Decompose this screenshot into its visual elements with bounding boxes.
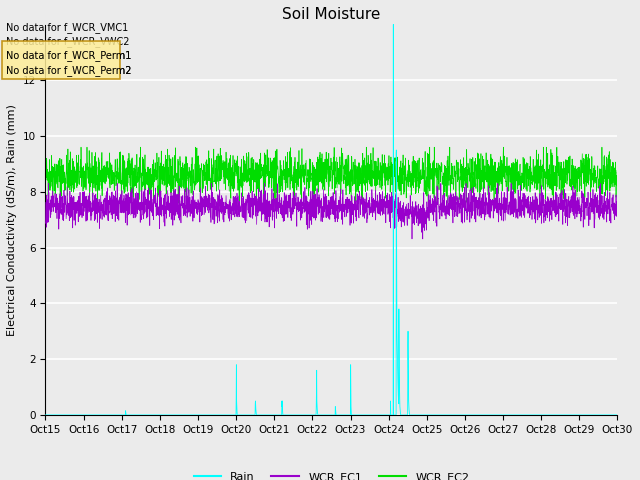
Legend: Rain, WCR_EC1, WCR_EC2: Rain, WCR_EC1, WCR_EC2 [189, 468, 474, 480]
Y-axis label: Electrical Conductivity (dS/m), Rain (mm): Electrical Conductivity (dS/m), Rain (mm… [7, 104, 17, 336]
Text: No data for f_WCR_VMC1: No data for f_WCR_VMC1 [6, 22, 129, 33]
Title: Soil Moisture: Soil Moisture [282, 7, 381, 22]
Text: No data for f_WCR_Perm2: No data for f_WCR_Perm2 [6, 65, 132, 76]
Text: No data for f_WCR_Perm2: No data for f_WCR_Perm2 [6, 65, 132, 76]
Text: No data for f_WCR_Perm1: No data for f_WCR_Perm1 [6, 50, 132, 61]
Text: No data for f_WCR_VWC2: No data for f_WCR_VWC2 [6, 36, 130, 47]
Text: No data for f_WCR_Perm1: No data for f_WCR_Perm1 [6, 50, 132, 61]
